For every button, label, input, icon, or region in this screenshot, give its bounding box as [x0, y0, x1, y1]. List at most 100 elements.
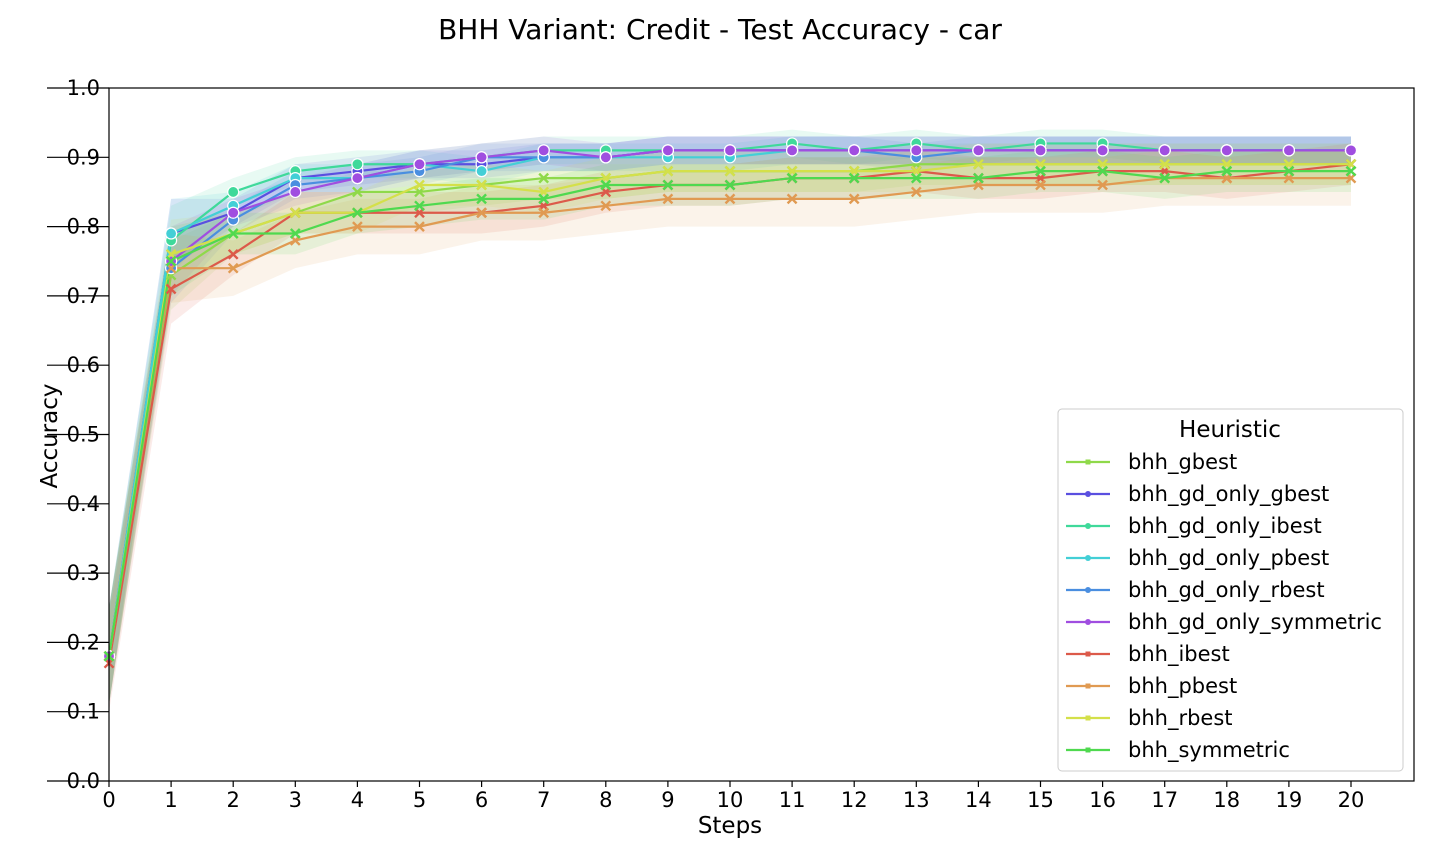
point-bhh_symmetric: [227, 228, 239, 239]
legend-label-bhh_symmetric: bhh_symmetric: [1128, 738, 1290, 763]
point-bhh_symmetric: [165, 255, 177, 267]
legend: Heuristic bhh_gbest bhh_gd_only_gbest bhh_…: [1057, 408, 1404, 772]
y-axis-label: Accuracy: [37, 383, 63, 488]
legend-box: [1057, 408, 1404, 772]
x-tick-label: 8: [599, 788, 612, 812]
x-tick-label: 1: [164, 788, 177, 812]
point-bhh_rbest: [476, 179, 487, 191]
legend-marker-bhh_gd_only_pbest: [1085, 555, 1091, 561]
legend-label-bhh_gd_only_symmetric: bhh_gd_only_symmetric: [1128, 610, 1382, 635]
point-bhh_pbest: [662, 193, 674, 205]
point-bhh_gd_only_symmetric: [1096, 144, 1109, 157]
point-bhh_pbest: [848, 193, 860, 205]
y-tick-label: 0.8: [67, 215, 100, 239]
y-tick-label: 1.0: [67, 76, 100, 100]
point-bhh_rbest: [724, 165, 736, 177]
point-bhh_gd_only_symmetric: [289, 185, 302, 199]
point-bhh_pbest: [786, 193, 798, 205]
point-bhh_pbest: [1035, 179, 1046, 191]
point-bhh_pbest: [476, 207, 487, 219]
legend-marker-bhh_gbest: [1085, 459, 1091, 465]
point-bhh_gd_only_symmetric: [661, 144, 675, 157]
point-bhh_symmetric: [786, 172, 798, 184]
point-bhh_symmetric: [476, 193, 487, 205]
legend-label-bhh_pbest: bhh_pbest: [1128, 674, 1237, 699]
y-tick-label: 0.6: [67, 353, 100, 377]
legend-marker-bhh_gd_only_symmetric: [1085, 619, 1091, 625]
legend-marker-bhh_symmetric: [1085, 747, 1091, 753]
point-bhh_symmetric: [1097, 165, 1108, 177]
point-bhh_gd_only_ibest: [351, 158, 364, 171]
x-tick-label: 5: [413, 788, 426, 812]
x-tick-label: 7: [537, 788, 550, 812]
y-tick-label: 0.3: [67, 561, 100, 585]
legend-title: Heuristic: [1179, 417, 1281, 443]
x-tick-label: 12: [841, 788, 868, 812]
x-tick-label: 20: [1338, 788, 1365, 812]
point-bhh_gd_only_symmetric: [413, 158, 426, 171]
y-axis: 0.0 0.1 0.2 0.3 0.4 0.5 0.6 0.7 0.8 0.9 1.0: [47, 76, 109, 793]
x-tick-label: 10: [717, 788, 744, 812]
point-bhh_pbest: [600, 200, 612, 212]
point-bhh_pbest: [1097, 179, 1108, 191]
point-bhh_gd_only_symmetric: [848, 144, 861, 157]
x-tick-label: 13: [903, 788, 930, 812]
point-bhh_gd_only_symmetric: [1344, 144, 1358, 157]
point-bhh_rbest: [662, 165, 674, 177]
point-bhh_gd_only_symmetric: [1282, 144, 1296, 157]
legend-label-bhh_gbest: bhh_gbest: [1128, 450, 1237, 475]
point-bhh_rbest: [973, 158, 984, 170]
y-tick-label: 0.5: [67, 423, 100, 447]
y-tick-label: 0.2: [67, 630, 100, 654]
x-tick-label: 6: [475, 788, 488, 812]
legend-marker-bhh_rbest: [1085, 715, 1091, 721]
point-bhh_symmetric: [848, 172, 860, 184]
legend-label-bhh_ibest: bhh_ibest: [1128, 642, 1230, 667]
point-bhh_gd_only_symmetric: [723, 144, 737, 157]
point-bhh_pbest: [724, 193, 736, 205]
chart-title: BHH Variant: Credit - Test Accuracy - ca…: [438, 13, 1002, 46]
legend-label-bhh_gd_only_gbest: bhh_gd_only_gbest: [1128, 482, 1329, 507]
x-tick-label: 19: [1276, 788, 1303, 812]
legend-marker-bhh_pbest: [1085, 683, 1091, 689]
point-bhh_gd_only_symmetric: [785, 144, 799, 157]
y-tick-label: 0.1: [67, 700, 100, 724]
point-bhh_gd_only_symmetric: [599, 151, 612, 164]
x-tick-label: 9: [661, 788, 674, 812]
point-bhh_gd_only_symmetric: [1158, 144, 1171, 157]
y-tick-label: 0.0: [67, 769, 100, 793]
point-bhh_symmetric: [973, 172, 984, 184]
series-markers: [102, 137, 1358, 669]
legend-label-bhh_gd_only_rbest: bhh_gd_only_rbest: [1128, 578, 1325, 603]
point-bhh_symmetric: [600, 179, 612, 191]
point-bhh_rbest: [1159, 158, 1171, 170]
point-bhh_gd_only_ibest: [227, 185, 240, 199]
x-tick-label: 15: [1027, 788, 1054, 812]
point-bhh_gd_only_symmetric: [351, 171, 364, 185]
x-tick-label: 2: [227, 788, 240, 812]
band-bhh_pbest: [109, 150, 1351, 705]
point-bhh_symmetric: [1283, 165, 1295, 177]
point-bhh_gd_only_symmetric: [475, 151, 488, 164]
point-bhh_pbest: [538, 207, 550, 219]
point-bhh_gd_only_symmetric: [910, 144, 923, 157]
y-tick-label: 0.7: [67, 284, 100, 308]
x-tick-label: 14: [965, 788, 992, 812]
x-axis: 0 1 2 3 4 5 6 7 8 9 10 11 12 13 14 15 16 17 18 19 20: [102, 781, 1364, 812]
point-bhh_symmetric: [724, 179, 736, 191]
point-bhh_pbest: [910, 186, 922, 198]
x-tick-label: 17: [1151, 788, 1178, 812]
point-bhh_symmetric: [538, 193, 550, 205]
point-bhh_ibest: [165, 283, 177, 295]
point-bhh_symmetric: [1221, 165, 1233, 177]
point-bhh_gd_only_symmetric: [972, 144, 985, 157]
point-bhh_ibest: [227, 248, 239, 260]
point-bhh_pbest: [414, 221, 425, 232]
point-bhh_symmetric: [1159, 172, 1171, 184]
legend-label-bhh_gd_only_ibest: bhh_gd_only_ibest: [1128, 514, 1322, 539]
point-bhh_pbest: [227, 262, 239, 274]
point-bhh_gd_only_symmetric: [1220, 144, 1233, 157]
y-tick-label: 0.9: [67, 145, 100, 169]
legend-marker-bhh_gd_only_gbest: [1085, 491, 1091, 497]
point-bhh_gbest: [352, 186, 363, 198]
